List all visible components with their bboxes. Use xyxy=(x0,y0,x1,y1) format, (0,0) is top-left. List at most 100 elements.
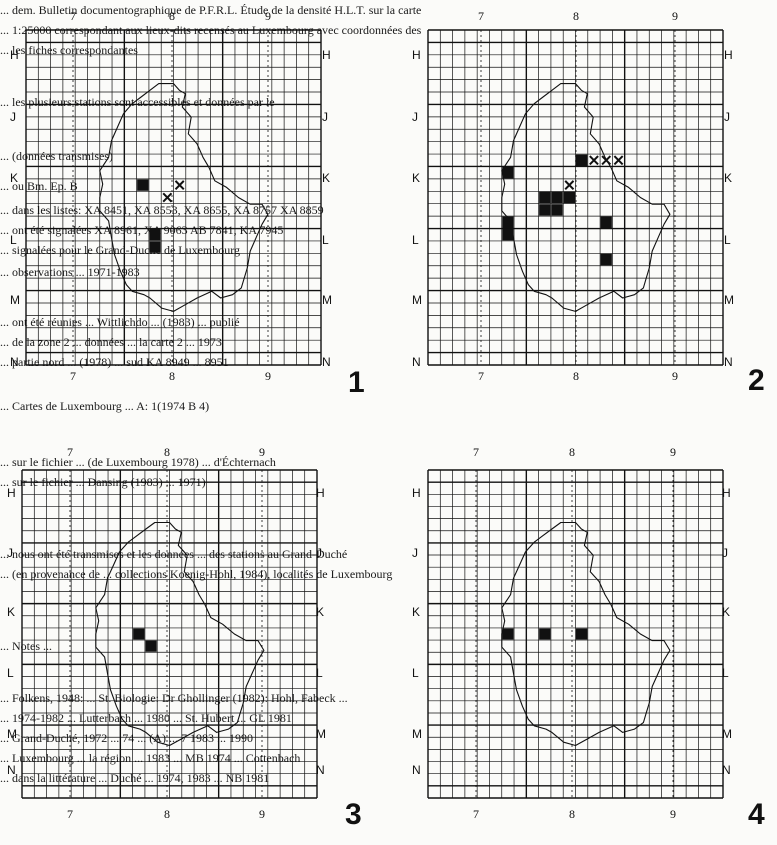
background-text-line: ... sur le fichier ... (de Luxembourg 19… xyxy=(0,456,276,469)
row-label-left: K xyxy=(7,605,16,619)
country-outline xyxy=(99,83,269,312)
row-label-left: M xyxy=(7,727,17,741)
background-text-line: ... ont été signalées XA 8961, XA 9063 A… xyxy=(0,224,284,237)
background-text-line: ... les plusieurs stations sont accessib… xyxy=(0,96,275,109)
filled-square-icon xyxy=(600,216,612,229)
background-text-line: ... ou Bm. Ep. B xyxy=(0,180,78,193)
background-text-line: ... de la zone 2 ... données ... la cart… xyxy=(0,336,222,349)
row-label-left: L xyxy=(412,233,419,247)
filled-square-icon xyxy=(502,229,514,241)
row-label-left: L xyxy=(412,666,419,680)
row-label-right: M xyxy=(316,727,326,741)
column-label-top: 7 xyxy=(70,9,76,23)
filled-square-icon xyxy=(539,628,551,640)
cross-icon xyxy=(613,155,624,166)
filled-square-icon xyxy=(145,640,157,652)
filled-square-icon xyxy=(149,241,161,253)
row-label-right: N xyxy=(724,355,733,369)
grid-lines xyxy=(427,469,724,799)
row-label-right: J xyxy=(724,110,730,124)
column-label-bottom: 8 xyxy=(164,807,170,821)
filled-square-icon xyxy=(563,191,575,204)
background-text-line: ... dans la littérature ... Duché ... 19… xyxy=(0,772,270,785)
column-label-top: 7 xyxy=(478,9,484,23)
row-label-left: L xyxy=(10,233,17,247)
row-label-left: M xyxy=(10,293,20,307)
column-label-bottom: 9 xyxy=(265,369,271,383)
country-outline xyxy=(501,521,671,747)
column-label-bottom: 9 xyxy=(672,369,678,383)
filled-square-icon xyxy=(149,229,161,241)
country-outline xyxy=(95,521,265,747)
background-text-line: ... Cartes de Luxembourg ... A: 1(1974 B… xyxy=(0,400,210,413)
country-outline xyxy=(501,83,671,312)
column-label-bottom: 8 xyxy=(569,807,575,821)
row-label-right: N xyxy=(322,355,331,369)
row-label-left: M xyxy=(412,293,422,307)
background-text-line: ... nous ont été transmises et les donné… xyxy=(0,548,348,561)
row-label-left: N xyxy=(412,355,421,369)
map-number: 2 xyxy=(748,364,765,397)
filled-square-icon xyxy=(551,204,563,216)
filled-square-icon xyxy=(539,204,551,216)
row-label-left: K xyxy=(412,605,421,619)
row-label-left: H xyxy=(10,48,19,62)
column-label-top: 9 xyxy=(670,445,676,459)
filled-square-icon xyxy=(502,628,514,640)
column-label-bottom: 9 xyxy=(259,807,265,821)
row-label-right: K xyxy=(724,171,733,185)
background-text-line: ... dans les listes: XA 8451, XA 8553, X… xyxy=(0,204,324,217)
column-label-bottom: 9 xyxy=(670,807,676,821)
map-number: 1 xyxy=(348,366,365,399)
background-text-line: ... (en provenance de ... collections Ko… xyxy=(0,568,393,581)
row-label-right: H xyxy=(322,48,331,62)
filled-square-icon xyxy=(600,253,612,266)
column-label-top: 8 xyxy=(573,9,579,23)
row-label-right: M xyxy=(722,727,732,741)
row-label-left: M xyxy=(412,727,422,741)
row-label-right: H xyxy=(316,486,325,500)
row-label-right: H xyxy=(722,486,731,500)
column-label-bottom: 7 xyxy=(67,807,73,821)
column-label-bottom: 7 xyxy=(473,807,479,821)
row-label-right: K xyxy=(316,605,325,619)
cross-icon xyxy=(564,180,575,190)
row-label-left: K xyxy=(10,171,19,185)
row-label-left: N xyxy=(412,763,421,777)
row-label-left: K xyxy=(412,171,421,185)
column-label-top: 7 xyxy=(67,445,73,459)
row-label-left: L xyxy=(7,666,14,680)
column-label-bottom: 7 xyxy=(478,369,484,383)
row-label-right: K xyxy=(322,171,331,185)
row-label-left: H xyxy=(412,486,421,500)
filled-square-icon xyxy=(576,628,588,640)
row-label-right: N xyxy=(316,763,325,777)
column-label-top: 8 xyxy=(569,445,575,459)
column-label-top: 9 xyxy=(265,9,271,23)
column-label-top: 8 xyxy=(164,445,170,459)
filled-square-icon xyxy=(137,179,149,191)
row-label-right: L xyxy=(322,233,329,247)
filled-square-icon xyxy=(502,216,514,229)
column-label-top: 7 xyxy=(473,445,479,459)
map-number: 4 xyxy=(748,798,765,831)
column-label-bottom: 8 xyxy=(169,369,175,383)
row-label-right: L xyxy=(722,666,729,680)
row-label-right: L xyxy=(316,666,323,680)
background-text-line: ... ont été réunies ... Wittlichdo ... (… xyxy=(0,316,240,329)
row-label-right: K xyxy=(722,605,731,619)
row-label-right: J xyxy=(722,546,728,560)
cross-icon xyxy=(174,180,185,190)
row-label-right: N xyxy=(722,763,731,777)
row-label-right: M xyxy=(724,293,734,307)
background-text-line: ... les fiches correspondantes xyxy=(0,44,138,57)
cross-icon xyxy=(589,155,599,166)
background-text-line: ... Notes ... xyxy=(0,640,52,653)
row-label-left: H xyxy=(7,486,16,500)
column-label-bottom: 7 xyxy=(70,369,76,383)
grid-lines xyxy=(21,469,318,799)
row-label-right: M xyxy=(322,293,332,307)
